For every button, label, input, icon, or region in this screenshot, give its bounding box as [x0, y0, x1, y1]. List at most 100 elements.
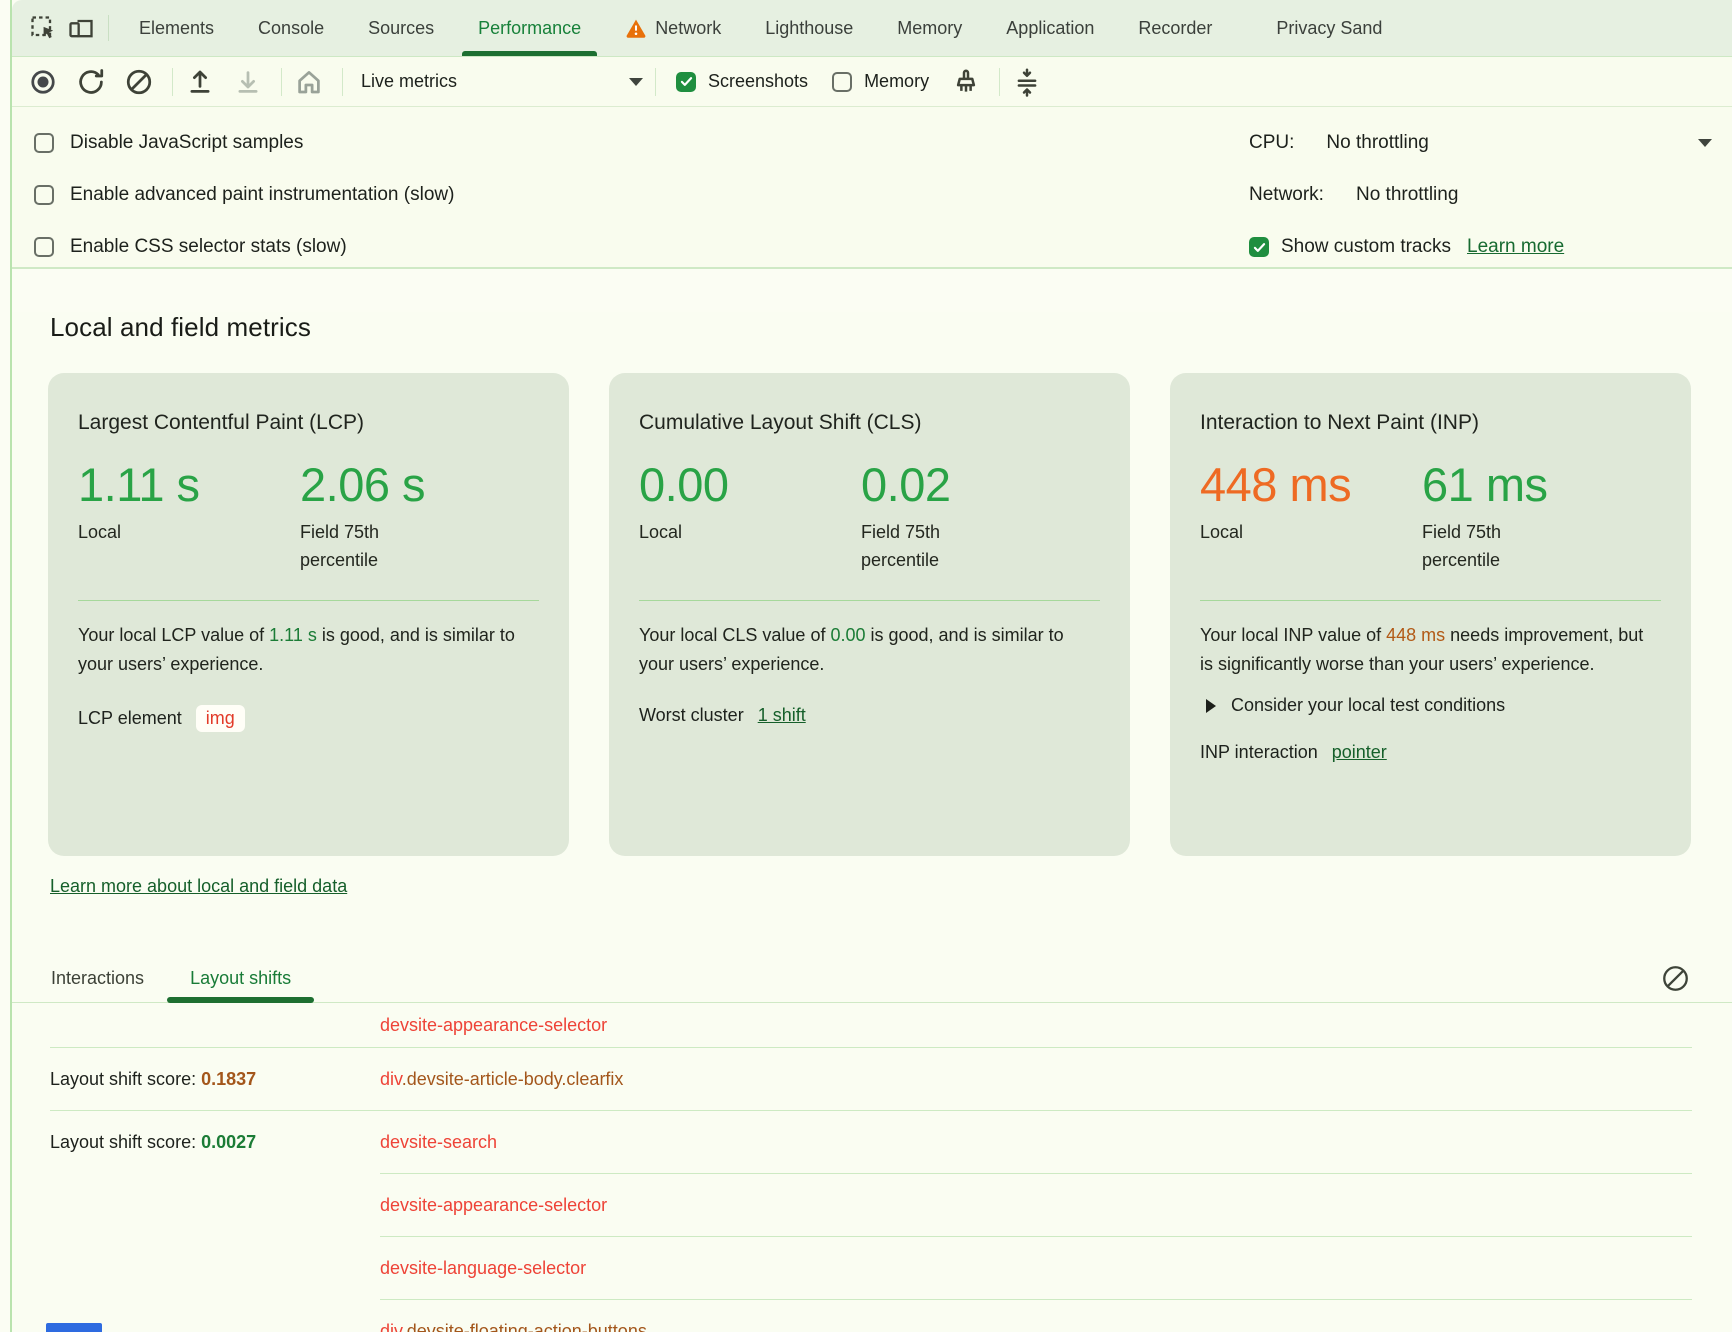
row-divider [50, 1047, 1692, 1048]
metric-cards: Largest Contentful Paint (LCP) 1.11 s Lo… [48, 373, 1691, 856]
throttling-options: CPU: No throttling Network: No throttlin… [1249, 117, 1732, 273]
tab-application[interactable]: Application [1006, 17, 1095, 38]
lcp-element-label: LCP element [78, 708, 182, 728]
unchecked-checkbox-icon [34, 185, 54, 205]
tab-lighthouse[interactable]: Lighthouse [765, 17, 854, 38]
row-divider [380, 1236, 1692, 1237]
shifted-element-link[interactable]: devsite-search [380, 1131, 498, 1152]
upload-icon [185, 67, 215, 97]
cpu-value: No throttling [1326, 132, 1429, 153]
worst-cluster-link[interactable]: 1 shift [757, 705, 806, 725]
divider [172, 67, 173, 96]
tab-sources[interactable]: Sources [368, 17, 435, 38]
device-toolbar-button[interactable] [62, 0, 100, 56]
shifted-element-link[interactable]: devsite-language-selector [380, 1257, 587, 1278]
local-test-conditions-disclosure[interactable]: Consider your local test conditions [1200, 695, 1661, 716]
memory-checkbox[interactable]: Memory [832, 71, 929, 92]
card-title: Interaction to Next Paint (INP) [1200, 411, 1479, 434]
shifted-element-link[interactable]: devsite-appearance-selector [380, 1014, 608, 1035]
cpu-label: CPU: [1249, 132, 1295, 153]
tab-layout-shifts[interactable]: Layout shifts [167, 955, 315, 1003]
cls-field-value: 0.02 [861, 458, 951, 511]
tab-elements[interactable]: Elements [139, 17, 215, 38]
tab-performance[interactable]: Performance [456, 0, 603, 56]
shifted-element-link[interactable]: div.devsite-floating-action-buttons [380, 1320, 647, 1332]
divider [1200, 600, 1661, 601]
show-custom-tracks-row: Show custom tracks Learn more [1249, 221, 1732, 273]
vertical-collapse-icon [1012, 67, 1042, 97]
card-title: Largest Contentful Paint (LCP) [78, 411, 364, 434]
learn-more-link[interactable]: Learn more [1467, 236, 1565, 257]
tab-recorder[interactable]: Recorder [1138, 17, 1213, 38]
advanced-paint-checkbox[interactable]: Enable advanced paint instrumentation (s… [34, 169, 1732, 221]
inspect-element-button[interactable] [24, 0, 62, 56]
table-row[interactable]: devsite-language-selector [12, 1237, 1732, 1299]
divider [281, 67, 282, 96]
local-label: Local [639, 522, 683, 542]
tab-interactions[interactable]: Interactions [51, 968, 145, 988]
cls-local-value: 0.00 [639, 458, 729, 511]
save-profile-button[interactable] [231, 65, 265, 99]
home-button[interactable] [292, 65, 326, 99]
divider [342, 67, 343, 96]
lcp-description: Your local LCP value of 1.11 s is good, … [78, 625, 515, 674]
devtools-tabbar: Elements Console Sources Performance Net… [12, 0, 1732, 57]
show-custom-tracks-checkbox[interactable]: Show custom tracks [1249, 236, 1451, 258]
shifted-element-link[interactable]: div.devsite-article-body.clearfix [380, 1068, 624, 1089]
cls-card: Cumulative Layout Shift (CLS) 0.00 Local… [609, 373, 1130, 856]
lcp-field-value: 2.06 s [300, 458, 426, 511]
divider [655, 67, 656, 96]
row-divider [380, 1299, 1692, 1300]
worst-cluster-label: Worst cluster [639, 705, 744, 725]
table-row[interactable]: div.devsite-floating-action-buttons [12, 1300, 1732, 1332]
divider [78, 600, 539, 601]
css-selector-stats-checkbox[interactable]: Enable CSS selector stats (slow) [34, 221, 1732, 273]
performance-options: Disable JavaScript samples Enable advanc… [12, 107, 1732, 269]
disable-js-samples-checkbox[interactable]: Disable JavaScript samples [34, 117, 1732, 169]
tab-console[interactable]: Console [258, 17, 325, 38]
tab-privacy-sandbox[interactable]: Privacy Sand [1276, 17, 1383, 38]
local-label: Local [1200, 522, 1244, 542]
dropdown-label: Live metrics [361, 71, 458, 91]
screenshots-checkbox[interactable]: Screenshots [676, 71, 808, 92]
reload-icon [76, 67, 106, 97]
home-icon [294, 67, 324, 97]
tab-memory[interactable]: Memory [897, 17, 963, 38]
unchecked-checkbox-icon [832, 71, 853, 92]
live-metrics-dropdown[interactable]: Live metrics [353, 71, 653, 92]
live-metrics-view: Local and field metrics Largest Contentf… [12, 312, 1732, 1332]
inp-description: Your local INP value of 448 ms needs imp… [1200, 625, 1644, 674]
clear-button[interactable] [122, 65, 156, 99]
field-label: Field 75th percentile [300, 522, 380, 570]
record-button[interactable] [26, 65, 60, 99]
table-row[interactable]: devsite-appearance-selector [12, 1174, 1732, 1236]
table-row[interactable]: Layout shift score: 0.1837 div.devsite-a… [12, 1048, 1732, 1110]
tab-network[interactable]: Network [603, 0, 743, 56]
network-value: No throttling [1355, 184, 1459, 205]
download-icon [233, 67, 263, 97]
devtools-panel: Elements Console Sources Performance Net… [10, 0, 1732, 1332]
collapse-panel-button[interactable] [1010, 65, 1044, 99]
inp-interaction-link[interactable]: pointer [1331, 742, 1387, 762]
active-tab-underline [462, 51, 598, 56]
layout-shift-score: Layout shift score: 0.0027 [50, 1131, 257, 1152]
disclosure-triangle-icon [1206, 698, 1216, 713]
row-divider [380, 1173, 1692, 1174]
unchecked-checkbox-icon [34, 237, 54, 257]
clear-visualization-button[interactable] [949, 65, 983, 99]
lcp-card: Largest Contentful Paint (LCP) 1.11 s Lo… [48, 373, 569, 856]
table-row[interactable]: Layout shift score: 0.0027 devsite-searc… [12, 1111, 1732, 1173]
record-and-reload-button[interactable] [74, 65, 108, 99]
inp-local-value: 448 ms [1200, 458, 1352, 511]
table-row[interactable]: devsite-appearance-selector [12, 1003, 1732, 1047]
unchecked-checkbox-icon [34, 133, 54, 153]
divider [108, 15, 109, 41]
shifted-element-link[interactable]: devsite-appearance-selector [380, 1194, 608, 1215]
field-data-learn-more-link[interactable]: Learn more about local and field data [50, 876, 348, 896]
clear-log-button[interactable] [1661, 964, 1690, 993]
cpu-throttling-select[interactable]: CPU: No throttling [1249, 117, 1732, 169]
load-profile-button[interactable] [183, 65, 217, 99]
lcp-element-chip[interactable]: img [195, 705, 245, 732]
card-title: Cumulative Layout Shift (CLS) [639, 411, 922, 434]
network-throttling-select[interactable]: Network: No throttling [1249, 169, 1732, 221]
